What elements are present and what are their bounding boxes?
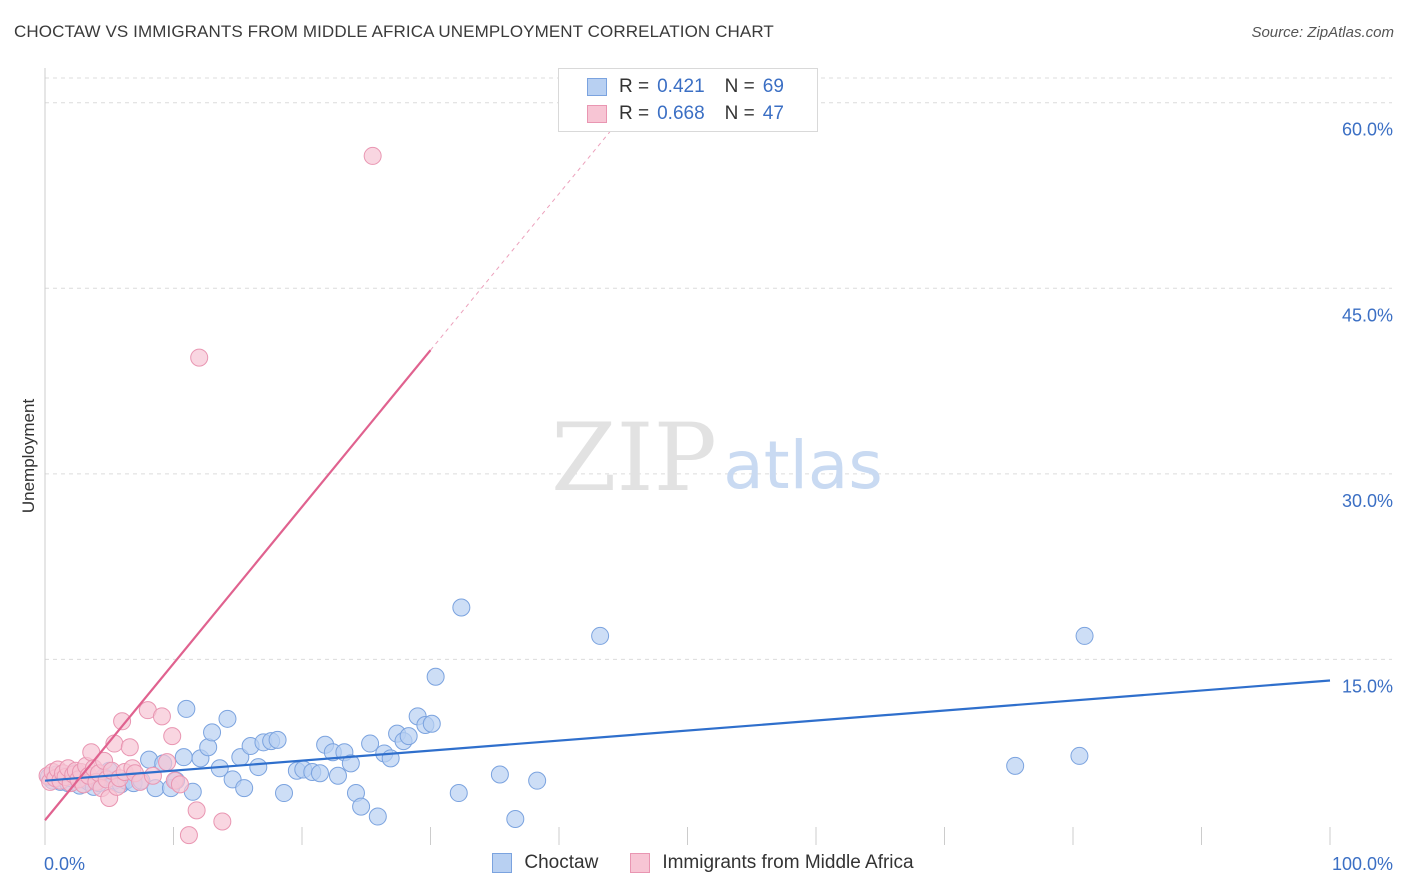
source-label: Source: ZipAtlas.com [1251, 24, 1394, 41]
y-tick-label: 60.0% [1342, 120, 1393, 140]
bottom-legend: Choctaw Immigrants from Middle Africa [0, 852, 1406, 874]
choctaw-point [218, 709, 237, 728]
choctaw-trend-line [44, 679, 1331, 782]
x-tick-label-left: 0.0% [44, 854, 85, 874]
legend-n-value-immig: 47 [762, 103, 784, 124]
x-tick-label-right: 100.0% [1332, 854, 1393, 874]
immig-point [163, 727, 182, 746]
immig-point [152, 707, 171, 726]
legend-r-label: R = [619, 76, 650, 97]
choctaw-point [352, 797, 371, 816]
legend-r-value-immig: 0.668 [657, 103, 705, 124]
choctaw-point [426, 667, 445, 686]
choctaw-point [1006, 756, 1025, 775]
legend-r-label: R = [619, 103, 650, 124]
legend-row-choctaw: R = 0.421 N = 69 [587, 75, 804, 99]
bottom-legend-choctaw: Choctaw [492, 852, 598, 874]
legend-swatch-choctaw [587, 78, 607, 96]
immig-point [120, 738, 139, 757]
legend-n-value-choctaw: 69 [762, 76, 784, 97]
bottom-legend-immig: Immigrants from Middle Africa [630, 852, 914, 874]
choctaw-point [341, 754, 360, 773]
watermark: ZIP atlas [551, 404, 883, 513]
choctaw-point [368, 807, 387, 826]
immig-points [38, 146, 382, 845]
y-axis-title: Unemployment [19, 399, 38, 514]
legend-swatch-immig [587, 105, 607, 123]
trend-lines [44, 83, 1331, 821]
immig-point [158, 753, 177, 772]
legend-box: R = 0.421 N = 69 R = 0.668 N = 47 [558, 68, 818, 132]
legend-n-label: N = [724, 103, 755, 124]
bottom-legend-swatch-choctaw [492, 853, 513, 873]
watermark-zip: ZIP [551, 404, 717, 513]
choctaw-point [249, 758, 268, 777]
choctaw-point [235, 779, 254, 798]
axes [44, 68, 1331, 845]
choctaw-point [361, 734, 380, 753]
immig-point [170, 775, 189, 794]
y-tick-label: 30.0% [1342, 491, 1393, 511]
y-tick-label: 15.0% [1342, 676, 1393, 696]
choctaw-point [528, 771, 547, 790]
legend-n-label: N = [724, 76, 755, 97]
choctaw-point [1070, 746, 1089, 765]
choctaw-point [328, 766, 347, 785]
choctaw-point [177, 699, 196, 718]
choctaw-point [203, 723, 222, 742]
immig-trend-line [44, 349, 432, 821]
immig-point [363, 146, 382, 165]
axis-labels: 15.0% 30.0% 45.0% 60.0% 0.0% 100.0% Unemployme… [19, 120, 1393, 874]
immig-point [113, 712, 132, 731]
choctaw-point [199, 738, 218, 757]
legend-r-value-choctaw: 0.421 [657, 76, 705, 97]
choctaw-point [422, 714, 441, 733]
watermark-atlas: atlas [723, 427, 883, 504]
choctaw-point [399, 727, 418, 746]
bottom-legend-swatch-immig [630, 853, 651, 873]
immig-point [190, 348, 209, 367]
choctaw-point [275, 784, 294, 803]
immig-point [179, 826, 198, 845]
choctaw-point [490, 765, 509, 784]
choctaw-point [449, 784, 468, 803]
choctaw-point [174, 748, 193, 767]
choctaw-point [1075, 626, 1094, 645]
choctaw-point [506, 810, 525, 829]
bottom-legend-label-choctaw: Choctaw [524, 852, 599, 873]
bottom-legend-label-immig: Immigrants from Middle Africa [662, 852, 914, 873]
immig-point [187, 801, 206, 820]
immig-point [213, 812, 232, 831]
choctaw-point [268, 730, 287, 749]
choctaw-point [591, 626, 610, 645]
immig-point [143, 766, 162, 785]
legend-row-immig: R = 0.668 N = 47 [587, 102, 804, 126]
y-tick-label: 45.0% [1342, 305, 1393, 325]
choctaw-point [452, 598, 471, 617]
immig-trend-extension [430, 83, 650, 351]
chart-title: CHOCTAW VS IMMIGRANTS FROM MIDDLE AFRICA… [14, 22, 774, 41]
choctaw-point [310, 764, 329, 783]
